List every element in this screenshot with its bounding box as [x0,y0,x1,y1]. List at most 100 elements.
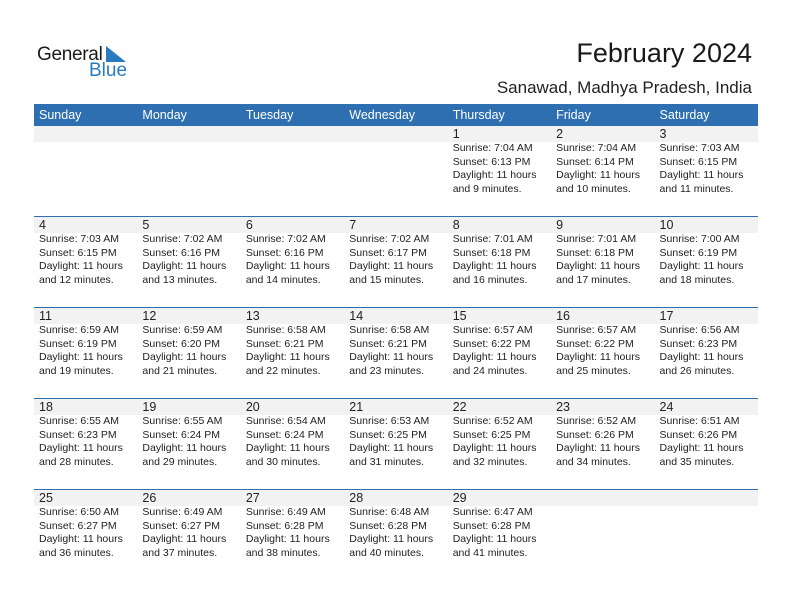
week-row: 25 Sunrise: 6:50 AM Sunset: 6:27 PM Dayligh… [34,489,758,580]
daylight-text: Daylight: 11 hours [556,442,640,454]
sunrise-text: Sunrise: 7:01 AM [556,233,637,245]
day-number: 17 [659,309,674,323]
daylight-text: Daylight: 11 hours [245,260,330,272]
date-band [34,308,758,324]
minutes-text: and 14 minutes. [245,273,321,286]
sunrise-text: Sunrise: 6:52 AM [556,415,637,427]
day-number: 15 [452,309,467,323]
location: Sanawad, Madhya Pradesh, India [496,78,752,97]
daylight-text: Daylight: 11 hours [452,260,537,272]
day-number: 19 [142,400,157,414]
day-number: 24 [659,400,674,414]
sunrise-text: Sunrise: 6:59 AM [39,324,119,336]
daylight-text: Daylight: 11 hours [452,533,537,545]
sunrise-text: Sunrise: 6:56 AM [659,324,740,336]
sunrise-text: Sunrise: 6:50 AM [39,506,119,518]
minutes-text: and 38 minutes. [245,546,321,559]
minutes-text: and 17 minutes. [556,273,631,286]
daylight-text: Daylight: 11 hours [452,351,537,363]
daylight-text: Daylight: 11 hours [245,442,330,454]
day-cell: 5 Sunrise: 7:02 AM Sunset: 6:16 PM Daylight… [137,217,240,287]
minutes-text: and 12 minutes. [39,273,114,286]
sunset-text: Sunset: 6:25 PM [349,428,427,441]
day-cell: 1 Sunrise: 7:04 AM Sunset: 6:13 PM Daylight… [448,126,551,196]
day-cell: 7 Sunrise: 7:02 AM Sunset: 6:17 PM Daylight… [344,217,447,287]
daylight-text: Daylight: 11 hours [39,442,123,454]
sunrise-text: Sunrise: 7:02 AM [349,233,430,245]
sunset-text: Sunset: 6:24 PM [245,428,324,441]
day-number: 11 [39,309,52,323]
day-number: 27 [245,491,260,505]
sunset-text: Sunset: 6:17 PM [349,246,427,259]
day-cell: 11 Sunrise: 6:59 AM Sunset: 6:19 PM Dayligh… [34,308,137,378]
sunrise-text: Sunrise: 6:47 AM [452,506,533,518]
day-cell: 8 Sunrise: 7:01 AM Sunset: 6:18 PM Daylight… [448,217,551,287]
day-number: 10 [659,218,674,232]
daylight-text: Daylight: 11 hours [659,351,744,363]
sunset-text: Sunset: 6:28 PM [245,519,324,532]
day-number: 5 [142,218,150,232]
sunrise-text: Sunrise: 6:55 AM [39,415,119,427]
day-cell: 3 Sunrise: 7:03 AM Sunset: 6:15 PM Daylight… [655,126,758,196]
minutes-text: and 18 minutes. [659,273,735,286]
sunset-text: Sunset: 6:19 PM [659,246,738,259]
empty-cell [655,490,758,560]
sunset-text: Sunset: 6:15 PM [659,155,738,168]
day-cell: 21 Sunrise: 6:53 AM Sunset: 6:25 PM Dayligh… [344,399,447,469]
day-cell: 16 Sunrise: 6:57 AM Sunset: 6:22 PM Dayligh… [551,308,654,378]
day-cell: 18 Sunrise: 6:55 AM Sunset: 6:23 PM Dayligh… [34,399,137,469]
minutes-text: and 40 minutes. [349,546,424,559]
sunset-text: Sunset: 6:23 PM [39,428,117,441]
day-cell: 20 Sunrise: 6:54 AM Sunset: 6:24 PM Dayligh… [241,399,344,469]
sunrise-text: Sunrise: 6:57 AM [452,324,533,336]
daylight-text: Daylight: 11 hours [452,169,537,181]
daylight-text: Daylight: 11 hours [142,351,227,363]
sunrise-text: Sunrise: 6:49 AM [245,506,326,518]
day-number: 2 [556,127,564,141]
minutes-text: and 16 minutes. [452,273,528,286]
day-cell: 4 Sunrise: 7:03 AM Sunset: 6:15 PM Daylight… [34,217,137,287]
minutes-text: and 30 minutes. [245,455,321,468]
minutes-text: and 29 minutes. [142,455,218,468]
sunset-text: Sunset: 6:19 PM [39,337,117,350]
sunset-text: Sunset: 6:22 PM [556,337,634,350]
sunset-text: Sunset: 6:25 PM [452,428,531,441]
day-number: 18 [39,400,53,414]
daylight-text: Daylight: 11 hours [39,351,123,363]
day-number: 22 [452,400,467,414]
sunrise-text: Sunrise: 7:00 AM [659,233,740,245]
sunrise-text: Sunrise: 7:02 AM [142,233,223,245]
day-cell: 14 Sunrise: 6:58 AM Sunset: 6:21 PM Dayligh… [344,308,447,378]
minutes-text: and 35 minutes. [659,455,735,468]
sunset-text: Sunset: 6:22 PM [452,337,531,350]
week-row: 11 Sunrise: 6:59 AM Sunset: 6:19 PM Dayligh… [34,307,758,398]
sunset-text: Sunset: 6:23 PM [659,337,738,350]
daylight-text: Daylight: 11 hours [349,533,434,545]
day-number: 20 [245,400,260,414]
minutes-text: and 41 minutes. [452,546,528,559]
sunset-text: Sunset: 6:18 PM [452,246,531,259]
weekday-wednesday: Wednesday [349,108,416,122]
logo-text-general: General [37,44,103,65]
day-cell: 28 Sunrise: 6:48 AM Sunset: 6:28 PM Dayligh… [344,490,447,560]
day-number: 9 [556,218,564,232]
day-number: 6 [245,218,253,232]
weekday-header: Sunday Monday Tuesday Wednesday Thursday Frid… [34,104,758,126]
day-number: 25 [39,491,53,505]
logo-text-blue: Blue [89,60,128,81]
minutes-text: and 19 minutes. [39,364,114,377]
daylight-text: Daylight: 11 hours [39,260,123,272]
sunset-text: Sunset: 6:27 PM [39,519,117,532]
sunrise-text: Sunrise: 6:49 AM [142,506,223,518]
sunrise-text: Sunrise: 7:03 AM [659,142,740,154]
empty-cell [137,126,240,196]
minutes-text: and 32 minutes. [452,455,528,468]
day-cell: 27 Sunrise: 6:49 AM Sunset: 6:28 PM Dayligh… [241,490,344,560]
date-band [34,399,758,415]
sunset-text: Sunset: 6:21 PM [349,337,427,350]
sunrise-text: Sunrise: 6:58 AM [245,324,326,336]
sunrise-text: Sunrise: 7:04 AM [556,142,637,154]
day-number: 4 [39,218,46,232]
daylight-text: Daylight: 11 hours [142,533,227,545]
